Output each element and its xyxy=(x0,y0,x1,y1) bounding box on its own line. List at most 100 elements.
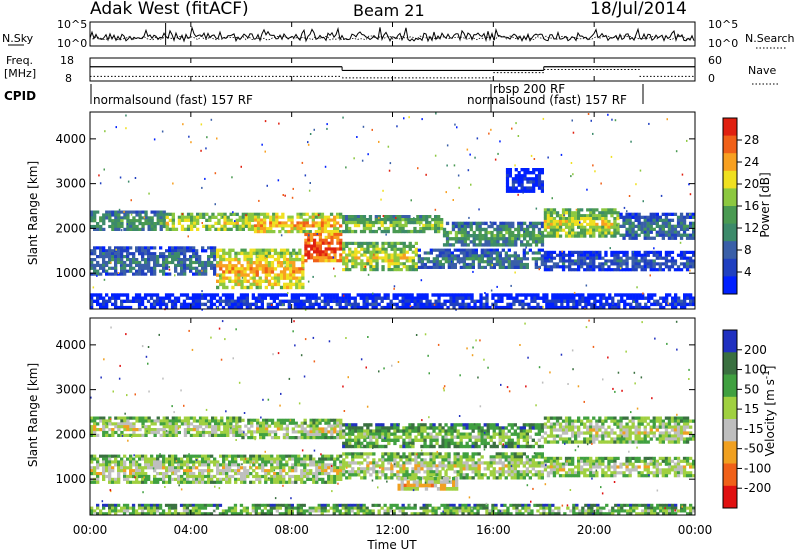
velocity-cell xyxy=(138,428,142,432)
power-cell xyxy=(150,210,154,214)
power-cell xyxy=(571,219,575,224)
velocity-cell xyxy=(495,423,499,427)
power-cell xyxy=(241,218,245,222)
power-speck xyxy=(117,272,120,274)
velocity-cell xyxy=(267,433,272,437)
power-cell xyxy=(478,234,482,238)
velocity-cell xyxy=(204,425,209,429)
power-cell xyxy=(356,305,360,310)
power-cell xyxy=(217,227,221,231)
power-cell xyxy=(532,168,536,172)
power-cell xyxy=(134,296,139,300)
power-speck xyxy=(205,147,207,150)
power-cell xyxy=(549,217,554,221)
power-cell xyxy=(90,224,94,229)
power-speck xyxy=(326,127,328,130)
power-cell xyxy=(189,249,193,253)
power-cell xyxy=(586,222,590,226)
power-cell xyxy=(324,250,328,254)
velocity-cell xyxy=(315,418,319,422)
power-cell xyxy=(298,248,302,252)
power-cell xyxy=(555,253,560,257)
velocity-cell xyxy=(456,441,460,446)
power-cell xyxy=(563,296,567,300)
power-cell xyxy=(377,302,381,307)
power-cell xyxy=(646,250,650,254)
power-cell xyxy=(398,220,402,225)
power-cell xyxy=(258,279,262,283)
power-speck xyxy=(467,169,470,172)
power-cell xyxy=(390,268,394,272)
power-cell xyxy=(555,228,560,232)
velocity-cell xyxy=(247,436,251,440)
power-cell xyxy=(613,250,617,254)
power-cell xyxy=(146,293,151,297)
power-cell xyxy=(320,221,325,225)
power-cell xyxy=(398,229,402,234)
power-cell xyxy=(339,232,343,237)
power-speck xyxy=(491,264,493,267)
power-cell xyxy=(147,255,151,259)
power-cell xyxy=(561,265,566,269)
velocity-cell xyxy=(342,432,346,436)
power-cell xyxy=(670,224,675,228)
power-cell xyxy=(204,266,208,270)
velocity-cell xyxy=(640,431,644,435)
power-cell xyxy=(256,221,261,225)
power-cell xyxy=(249,261,253,265)
power-cell xyxy=(502,234,506,238)
velocity-cell xyxy=(174,430,178,435)
power-cell xyxy=(478,243,482,247)
velocity-cell xyxy=(459,444,463,449)
power-cell xyxy=(287,305,291,310)
power-cell xyxy=(177,263,181,267)
velocity-cell xyxy=(90,454,94,458)
power-cell xyxy=(327,259,331,263)
velocity-cell xyxy=(387,429,391,433)
velocity-cell xyxy=(339,418,343,422)
power-cell xyxy=(652,221,656,225)
power-cell xyxy=(628,227,632,231)
power-cell xyxy=(520,221,524,226)
power-cell xyxy=(561,262,566,266)
velocity-cell xyxy=(159,428,163,432)
velocity-cell xyxy=(447,426,451,430)
power-cell xyxy=(479,299,483,303)
velocity-cell xyxy=(495,426,499,430)
power-cell xyxy=(324,238,328,242)
velocity-cell xyxy=(117,425,121,429)
power-cell xyxy=(583,253,587,257)
power-cell xyxy=(453,254,457,258)
power-cell xyxy=(289,267,293,271)
power-cell xyxy=(182,302,187,307)
power-cell xyxy=(305,221,309,225)
power-speck xyxy=(308,189,311,192)
power-cell xyxy=(162,219,166,223)
power-cell xyxy=(263,224,267,228)
power-cell xyxy=(441,257,445,261)
velocity-cell xyxy=(610,419,614,423)
velocity-cell xyxy=(250,418,254,422)
power-cell xyxy=(281,293,285,297)
power-cell xyxy=(114,293,118,297)
power-cell xyxy=(365,305,369,310)
power-cell xyxy=(613,253,617,257)
power-cell xyxy=(667,236,672,240)
velocity-cell xyxy=(549,434,554,438)
power-cell xyxy=(398,293,402,297)
velocity-cell xyxy=(441,438,445,442)
velocity-cell xyxy=(525,444,529,449)
power-cell xyxy=(255,282,259,287)
power-cell xyxy=(254,305,258,310)
power-cell xyxy=(117,252,121,256)
velocity-cell xyxy=(619,416,623,420)
velocity-cell xyxy=(129,463,133,467)
power-cell xyxy=(132,255,136,259)
velocity-cell xyxy=(144,430,148,435)
power-cell xyxy=(275,296,279,300)
velocity-cell xyxy=(211,419,215,423)
velocity-cell xyxy=(592,437,596,441)
velocity-cell xyxy=(360,435,364,439)
power-cell xyxy=(571,217,575,221)
power-cell xyxy=(479,293,483,297)
